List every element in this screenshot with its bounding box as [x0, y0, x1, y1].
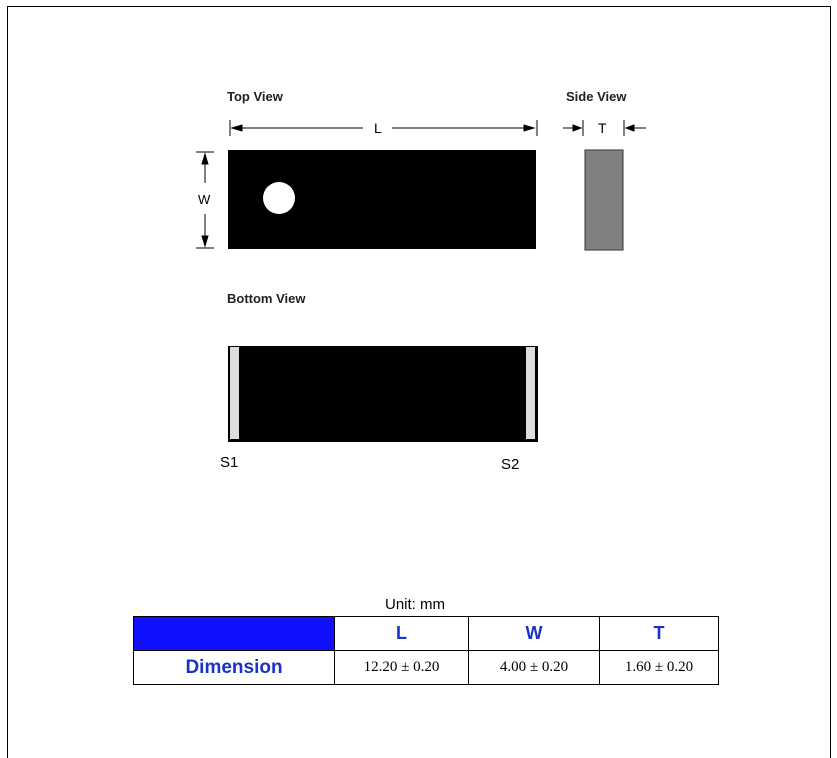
length-label: L: [374, 120, 382, 136]
unit-label: Unit: mm: [385, 596, 445, 613]
dimension-table: L W T Dimension 12.20 ± 0.20 4.00 ± 0.20…: [133, 616, 719, 685]
row-header-dimension: Dimension: [133, 650, 335, 685]
column-header-t: T: [599, 616, 719, 651]
value-w: 4.00 ± 0.20: [468, 650, 600, 685]
column-header-l: L: [334, 616, 469, 651]
table-corner-cell: [133, 616, 335, 651]
side-view-label: Side View: [566, 89, 627, 104]
column-header-w: W: [468, 616, 600, 651]
table-header-row: L W T: [133, 616, 719, 651]
thickness-dimension-line: [563, 120, 646, 136]
terminal-s1-label: S1: [220, 454, 238, 471]
terminal-s2-label: S2: [501, 456, 519, 473]
side-view-body: [584, 149, 624, 251]
pin-one-marker: [263, 182, 295, 214]
width-dimension-line: [196, 151, 214, 249]
thickness-label: T: [598, 120, 607, 136]
top-view-label: Top View: [227, 89, 284, 104]
component-drawing: Top View L W Side View: [180, 70, 670, 500]
terminal-s2-pad: [526, 347, 535, 439]
width-label: W: [198, 192, 211, 207]
bottom-view-label: Bottom View: [227, 291, 306, 306]
document-frame: [7, 6, 831, 758]
value-t: 1.60 ± 0.20: [599, 650, 719, 685]
value-l: 12.20 ± 0.20: [334, 650, 469, 685]
terminal-s1-pad: [230, 347, 239, 439]
table-row: Dimension 12.20 ± 0.20 4.00 ± 0.20 1.60 …: [133, 650, 719, 685]
bottom-view-body: [228, 346, 538, 442]
length-dimension-line: [229, 120, 538, 136]
